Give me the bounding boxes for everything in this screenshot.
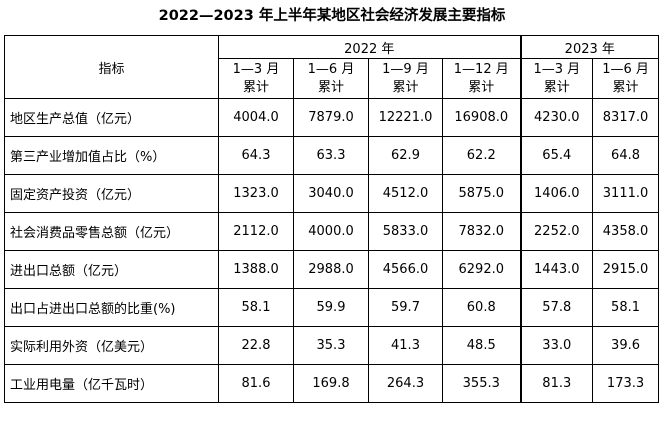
indicator-header: 指标 <box>4 35 219 99</box>
table-row: 第三产业增加值占比（%） 64.3 63.3 62.9 62.2 65.4 64.8 <box>4 136 660 175</box>
value-cell: 2252.0 <box>519 212 594 251</box>
value-cell: 3111.0 <box>592 174 660 213</box>
period-header: 1—9 月累计 <box>368 58 443 99</box>
value-cell: 4512.0 <box>368 174 443 213</box>
value-cell: 64.8 <box>592 136 660 175</box>
value-cell: 1406.0 <box>519 174 594 213</box>
table-row: 进出口总额（亿元） 1388.0 2988.0 4566.0 6292.0 1443.0 2… <box>4 250 660 289</box>
value-cell: 57.8 <box>519 288 594 327</box>
value-cell: 16908.0 <box>441 98 522 137</box>
value-cell: 1388.0 <box>218 250 294 289</box>
year-header-2023: 2023 年 <box>519 35 660 59</box>
value-cell: 64.3 <box>218 136 294 175</box>
value-cell: 2112.0 <box>218 212 294 251</box>
value-cell: 62.9 <box>368 136 443 175</box>
value-cell: 2988.0 <box>293 250 369 289</box>
table-row: 固定资产投资（亿元） 1323.0 3040.0 4512.0 5875.0 1406.0… <box>4 174 660 213</box>
value-cell: 22.8 <box>218 326 294 365</box>
period-header: 1—3 月累计 <box>519 58 594 99</box>
period-header: 1—3 月累计 <box>218 58 294 99</box>
value-cell: 4004.0 <box>218 98 294 137</box>
value-cell: 58.1 <box>592 288 660 327</box>
value-cell: 41.3 <box>368 326 443 365</box>
value-cell: 264.3 <box>368 364 443 403</box>
value-cell: 60.8 <box>441 288 522 327</box>
table-row: 社会消费品零售总额（亿元） 2112.0 4000.0 5833.0 7832.0 225… <box>4 212 660 251</box>
table-title: 2022—2023 年上半年某地区社会经济发展主要指标 <box>158 8 506 24</box>
row-label: 工业用电量（亿千瓦时） <box>4 364 219 403</box>
value-cell: 1443.0 <box>519 250 594 289</box>
value-cell: 7832.0 <box>441 212 522 251</box>
value-cell: 4358.0 <box>592 212 660 251</box>
period-header: 1—6 月累计 <box>592 58 660 99</box>
value-cell: 6292.0 <box>441 250 522 289</box>
value-cell: 2915.0 <box>592 250 660 289</box>
value-cell: 81.6 <box>218 364 294 403</box>
table-row: 出口占进出口总额的比重(%) 58.1 59.9 59.7 60.8 57.8 58.1 <box>4 288 660 327</box>
value-cell: 33.0 <box>519 326 594 365</box>
table-row: 实际利用外资（亿美元） 22.8 35.3 41.3 48.5 33.0 39.6 <box>4 326 660 365</box>
value-cell: 62.2 <box>441 136 522 175</box>
value-cell: 39.6 <box>592 326 660 365</box>
row-label: 进出口总额（亿元） <box>4 250 219 289</box>
row-label: 地区生产总值（亿元） <box>4 98 219 137</box>
value-cell: 4000.0 <box>293 212 369 251</box>
value-cell: 59.9 <box>293 288 369 327</box>
row-label: 固定资产投资（亿元） <box>4 174 219 213</box>
value-cell: 81.3 <box>519 364 594 403</box>
row-label: 实际利用外资（亿美元） <box>4 326 219 365</box>
value-cell: 48.5 <box>441 326 522 365</box>
value-cell: 5875.0 <box>441 174 522 213</box>
value-cell: 173.3 <box>592 364 660 403</box>
value-cell: 355.3 <box>441 364 522 403</box>
value-cell: 63.3 <box>293 136 369 175</box>
table-row: 工业用电量（亿千瓦时） 81.6 169.8 264.3 355.3 81.3 173.3 <box>4 364 660 403</box>
value-cell: 1323.0 <box>218 174 294 213</box>
value-cell: 8317.0 <box>592 98 660 137</box>
value-cell: 35.3 <box>293 326 369 365</box>
value-cell: 4230.0 <box>519 98 594 137</box>
row-label: 第三产业增加值占比（%） <box>4 136 219 175</box>
value-cell: 12221.0 <box>368 98 443 137</box>
value-cell: 59.7 <box>368 288 443 327</box>
value-cell: 4566.0 <box>368 250 443 289</box>
period-header: 1—12 月累计 <box>441 58 522 99</box>
value-cell: 5833.0 <box>368 212 443 251</box>
indicators-table: 指标 2022 年 2023 年 1—3 月累计 1—6 月累计 1—9 月累计… <box>4 35 660 403</box>
value-cell: 7879.0 <box>293 98 369 137</box>
value-cell: 169.8 <box>293 364 369 403</box>
value-cell: 3040.0 <box>293 174 369 213</box>
row-label: 社会消费品零售总额（亿元） <box>4 212 219 251</box>
value-cell: 65.4 <box>519 136 594 175</box>
year-header-2022: 2022 年 <box>217 35 522 59</box>
value-cell: 58.1 <box>218 288 294 327</box>
table-row: 地区生产总值（亿元） 4004.0 7879.0 12221.0 16908.0 4230… <box>4 98 660 137</box>
period-header: 1—6 月累计 <box>293 58 369 99</box>
row-label: 出口占进出口总额的比重(%) <box>4 288 219 327</box>
